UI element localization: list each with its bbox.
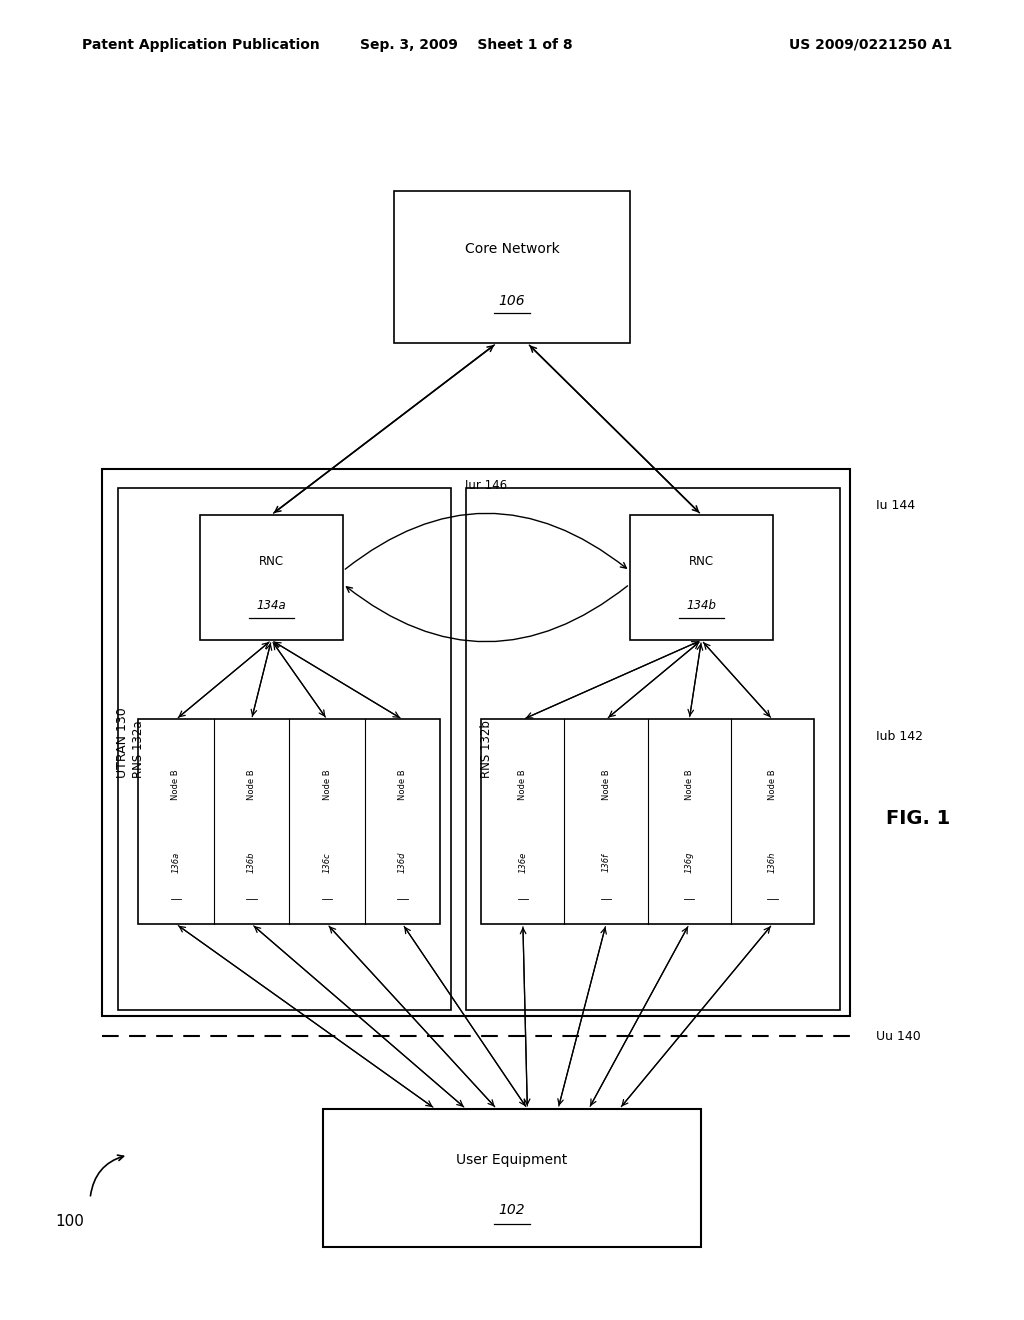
Text: 106: 106: [499, 293, 525, 308]
Bar: [118, 488, 451, 1010]
Text: Node B: Node B: [601, 770, 610, 800]
Text: Node B: Node B: [398, 770, 408, 800]
Text: Node B: Node B: [518, 770, 527, 800]
Text: FIG. 1: FIG. 1: [886, 809, 950, 828]
Text: Node B: Node B: [768, 770, 777, 800]
Bar: [138, 719, 440, 924]
FancyArrowPatch shape: [345, 513, 627, 569]
Text: Node B: Node B: [247, 770, 256, 800]
Bar: [102, 469, 850, 1016]
Text: 136d: 136d: [398, 851, 408, 874]
Text: Iu 144: Iu 144: [876, 499, 914, 512]
Text: US 2009/0221250 A1: US 2009/0221250 A1: [790, 38, 952, 51]
Text: 134b: 134b: [686, 598, 717, 611]
Bar: [630, 515, 773, 640]
Text: 102: 102: [499, 1203, 525, 1217]
Bar: [466, 488, 840, 1010]
Text: 136c: 136c: [323, 853, 332, 873]
Text: 100: 100: [55, 1213, 84, 1229]
Text: Core Network: Core Network: [465, 242, 559, 256]
Text: UTRAN 130: UTRAN 130: [117, 708, 129, 777]
Text: Sep. 3, 2009    Sheet 1 of 8: Sep. 3, 2009 Sheet 1 of 8: [359, 38, 572, 51]
Text: Iur 146: Iur 146: [465, 479, 508, 492]
Text: 136b: 136b: [247, 851, 256, 874]
FancyArrowPatch shape: [346, 586, 628, 642]
Text: 134a: 134a: [256, 598, 287, 611]
Text: Node B: Node B: [323, 770, 332, 800]
Text: 136a: 136a: [171, 851, 180, 874]
Text: Iub 142: Iub 142: [876, 730, 923, 743]
Bar: [394, 191, 630, 343]
Text: RNC: RNC: [259, 554, 284, 568]
Text: RNC: RNC: [689, 554, 714, 568]
Bar: [200, 515, 343, 640]
Text: RNS 132b: RNS 132b: [480, 721, 493, 777]
Text: 136f: 136f: [601, 853, 610, 873]
Text: Node B: Node B: [171, 770, 180, 800]
Text: Patent Application Publication: Patent Application Publication: [82, 38, 319, 51]
Text: 136e: 136e: [518, 851, 527, 874]
Text: Node B: Node B: [685, 770, 694, 800]
Text: Uu 140: Uu 140: [876, 1030, 921, 1043]
Text: 136h: 136h: [768, 851, 777, 874]
Bar: [323, 1109, 701, 1247]
Bar: [481, 719, 814, 924]
Text: RNS 132a: RNS 132a: [132, 721, 144, 777]
Text: User Equipment: User Equipment: [457, 1154, 567, 1167]
Text: 136g: 136g: [685, 851, 694, 874]
